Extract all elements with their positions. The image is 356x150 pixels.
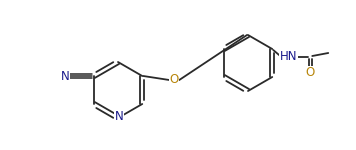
- Text: O: O: [169, 74, 179, 87]
- Text: HN: HN: [279, 51, 297, 63]
- Text: N: N: [61, 69, 69, 82]
- Text: N: N: [115, 111, 124, 123]
- Text: O: O: [305, 66, 315, 80]
